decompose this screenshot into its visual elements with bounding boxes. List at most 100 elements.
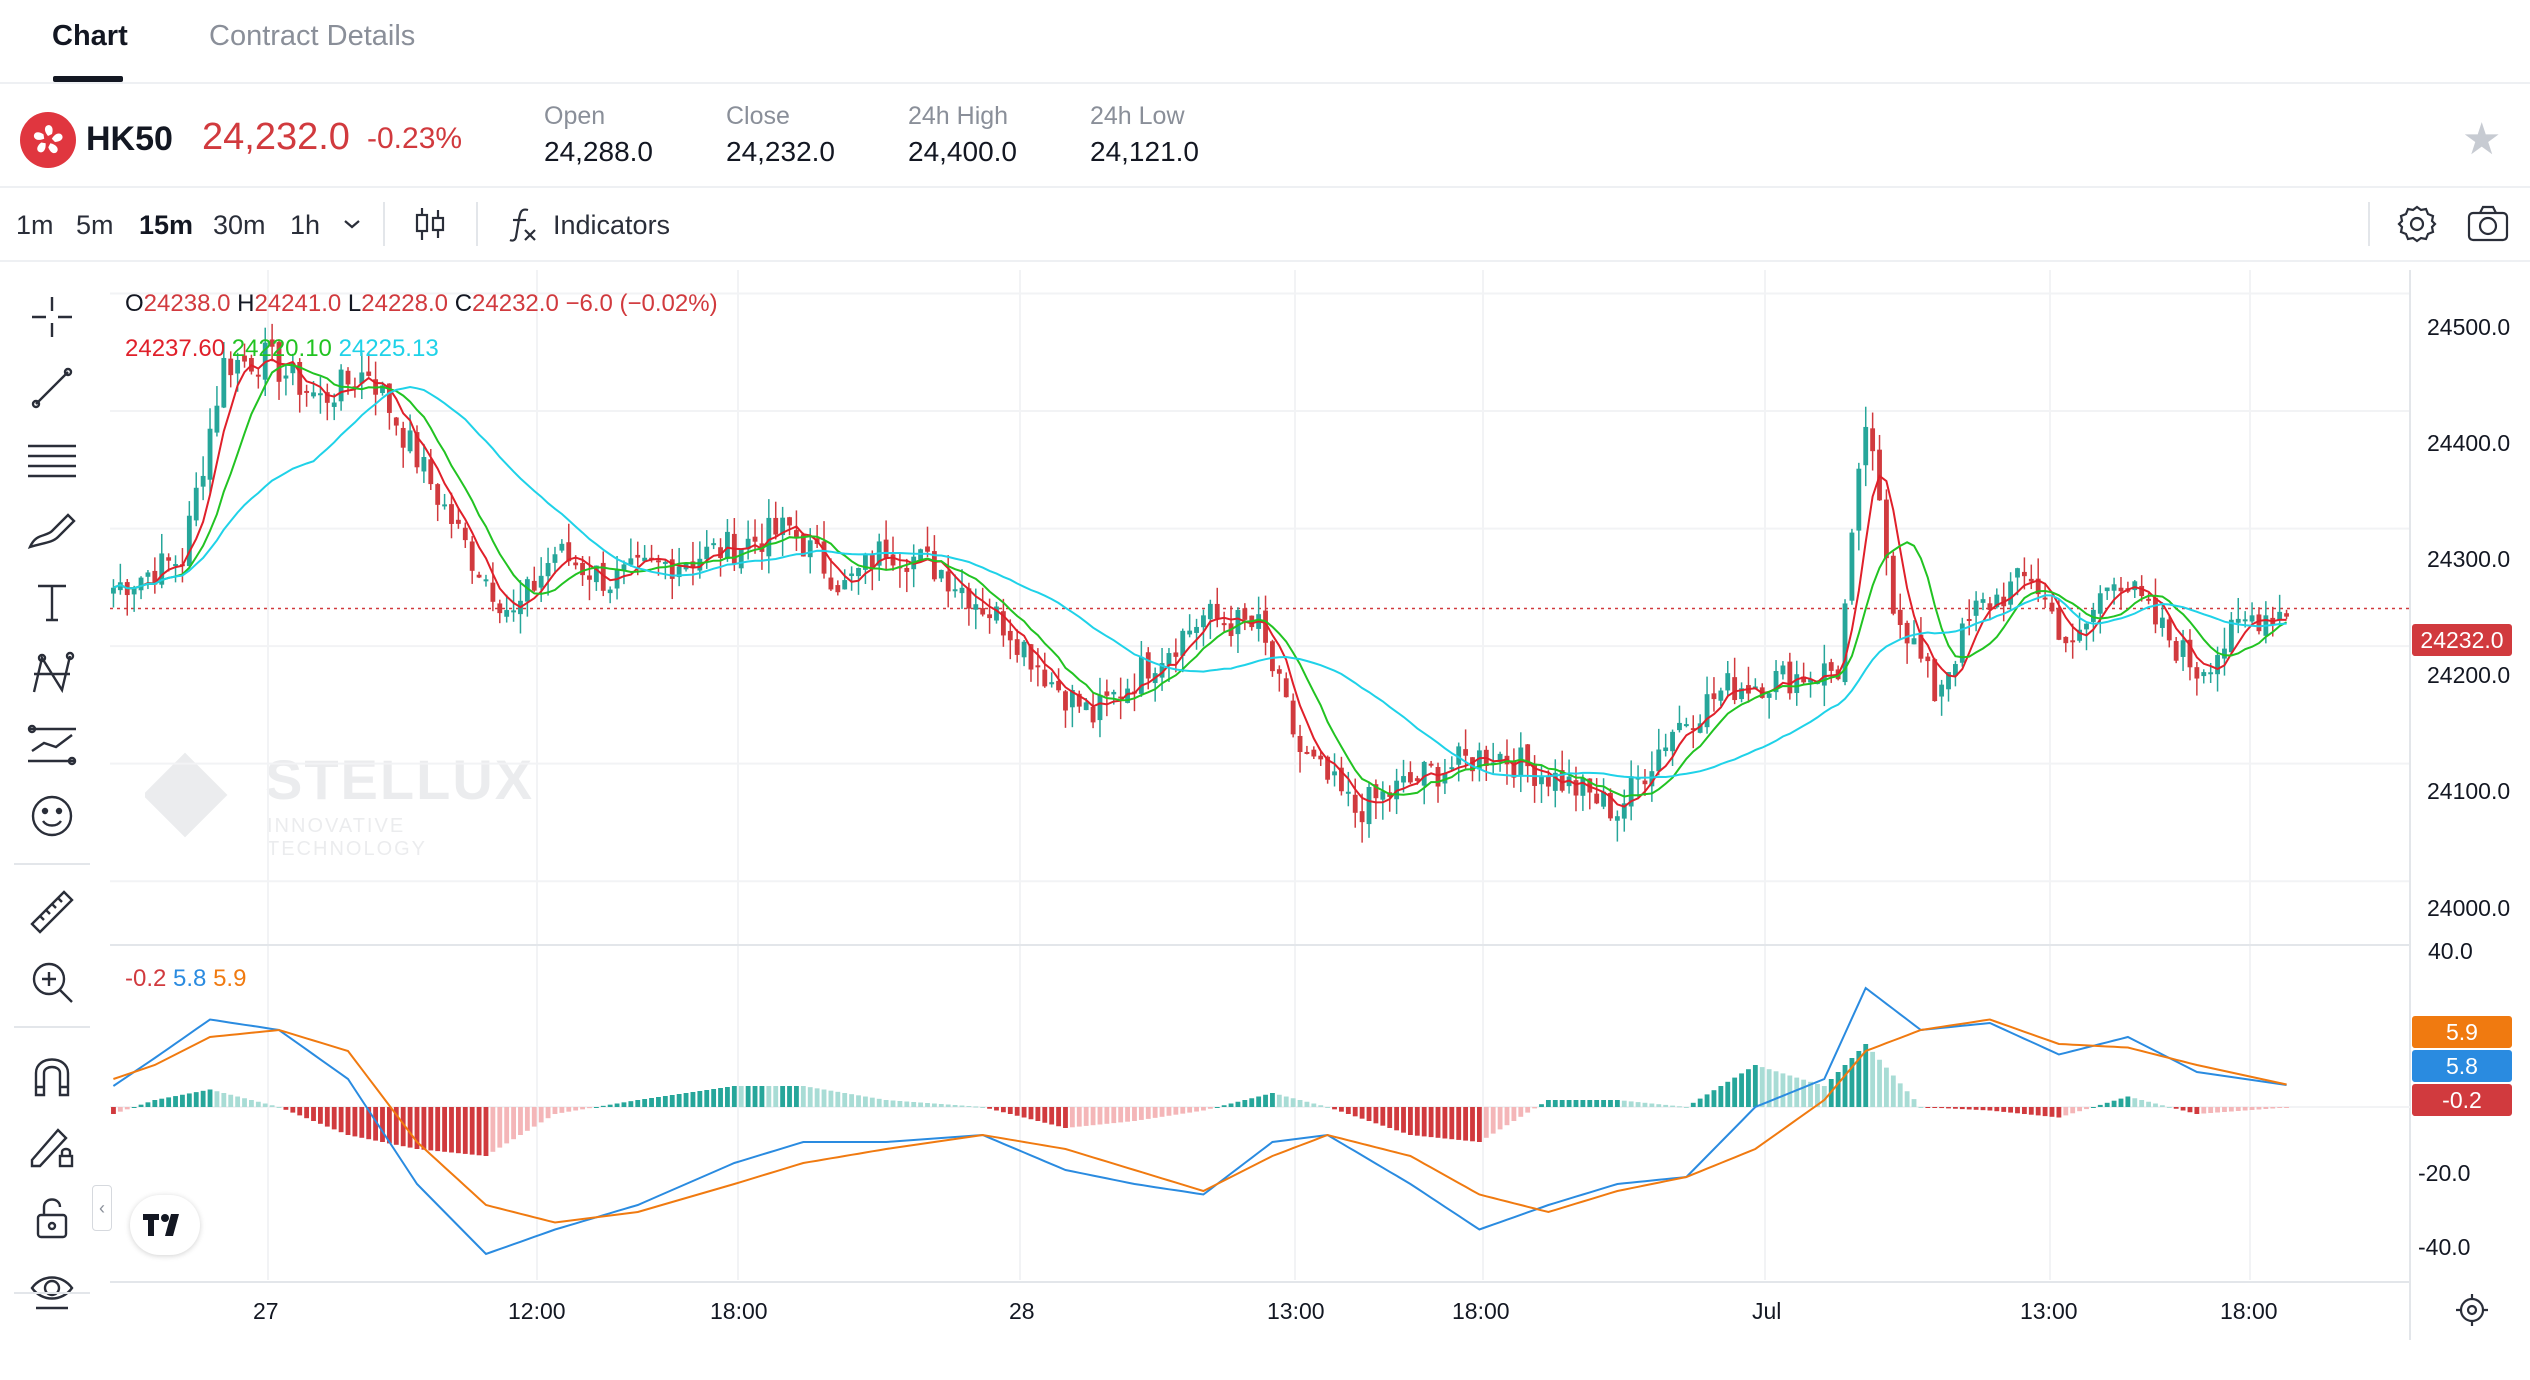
indicators-button[interactable]: Indicators xyxy=(553,210,671,240)
timeframe-30m[interactable]: 30m xyxy=(213,210,266,240)
candle-body xyxy=(669,559,675,579)
timeframe-15m[interactable]: 15m xyxy=(139,210,194,240)
macd-histogram-bar xyxy=(1304,1101,1310,1107)
macd-histogram-bar xyxy=(1221,1105,1227,1107)
macd-histogram-bar xyxy=(883,1100,889,1107)
macd-histogram-bar xyxy=(483,1107,489,1156)
candle-body xyxy=(800,534,806,557)
candle-body xyxy=(524,579,530,602)
crosshair-icon[interactable] xyxy=(22,287,82,347)
candle-body xyxy=(1918,634,1924,659)
chevron-down-icon[interactable] xyxy=(340,212,364,241)
macd-histogram-bar xyxy=(1683,1107,1689,1108)
macd-histogram-bar xyxy=(1511,1107,1517,1121)
macd-histogram-bar xyxy=(980,1107,986,1108)
macd-histogram-bar xyxy=(842,1093,848,1107)
horizontal-lines-icon[interactable] xyxy=(22,430,82,490)
candle-body xyxy=(931,551,937,580)
candle-body xyxy=(283,375,289,379)
candle-body xyxy=(1387,792,1393,797)
magnet-icon[interactable] xyxy=(22,1045,82,1105)
macd-histogram-bar xyxy=(1056,1107,1061,1127)
candle-body xyxy=(545,563,551,577)
macd-histogram-bar xyxy=(1083,1107,1089,1126)
tab-contract-details[interactable]: Contract Details xyxy=(209,20,416,52)
macd-histogram-bar xyxy=(1442,1107,1448,1139)
candle-body xyxy=(1787,661,1793,694)
pencil-lock-icon[interactable] xyxy=(22,1116,82,1176)
ruler-icon[interactable] xyxy=(22,882,82,942)
timeframe-1m[interactable]: 1m xyxy=(16,210,54,240)
macd-histogram-bar xyxy=(2187,1107,2193,1113)
macd-histogram-bar xyxy=(2035,1107,2041,1116)
macd-histogram-bar xyxy=(1677,1106,1682,1108)
candle-body xyxy=(690,561,696,567)
candle-body xyxy=(2042,597,2048,600)
candle-body xyxy=(2222,648,2227,659)
candle-body xyxy=(918,549,924,560)
macd-histogram-bar xyxy=(787,1086,792,1107)
candle-body xyxy=(1380,791,1386,800)
macd-histogram-bar xyxy=(331,1107,337,1130)
candle-body xyxy=(1069,689,1075,708)
macd-histogram-bar xyxy=(1559,1100,1565,1107)
reset-chart-icon[interactable] xyxy=(2454,1292,2490,1333)
candle-body xyxy=(945,571,951,592)
function-icon[interactable] xyxy=(506,204,540,249)
macd-histogram-bar xyxy=(1235,1101,1241,1107)
macd-histogram-bar xyxy=(1973,1107,1979,1110)
candle-body xyxy=(828,577,834,590)
candle-body xyxy=(973,604,979,610)
candle-body xyxy=(1221,623,1227,626)
favorite-star-icon[interactable]: ★ xyxy=(2462,115,2502,164)
collapse-toolbar-handle[interactable]: ‹ xyxy=(92,1185,112,1231)
candlestick-icon[interactable] xyxy=(412,204,448,249)
macd-histogram-bar xyxy=(428,1107,434,1151)
macd-histogram-bar xyxy=(1449,1107,1455,1140)
macd-histogram-bar xyxy=(607,1104,613,1107)
macd-histogram-bar xyxy=(994,1107,999,1111)
macd-histogram-bar xyxy=(1539,1104,1544,1107)
eye-icon[interactable] xyxy=(22,1258,82,1318)
candle-body xyxy=(1456,746,1462,765)
time-axis-label: 28 xyxy=(1009,1298,1035,1324)
candle-body xyxy=(1573,780,1579,796)
timeframe-5m[interactable]: 5m xyxy=(76,210,114,240)
camera-icon[interactable] xyxy=(2466,204,2510,249)
macd-histogram-bar xyxy=(566,1107,572,1112)
timeframe-1h[interactable]: 1h xyxy=(290,210,321,240)
macd-histogram-bar xyxy=(2118,1098,2124,1107)
macd-histogram-bar xyxy=(1297,1100,1303,1107)
macd-histogram-bar xyxy=(773,1086,779,1107)
candle-body xyxy=(1166,653,1172,666)
candle-body xyxy=(1007,630,1013,641)
macd-histogram-bar xyxy=(2146,1101,2151,1107)
forecast-icon[interactable] xyxy=(22,715,82,775)
candle-body xyxy=(214,405,220,433)
macd-histogram-bar xyxy=(642,1099,648,1107)
candle-body xyxy=(1635,777,1641,780)
candle-body xyxy=(1925,656,1931,662)
candle-body xyxy=(711,543,717,546)
candle-body xyxy=(255,374,261,377)
text-icon[interactable] xyxy=(22,572,82,632)
brush-icon[interactable] xyxy=(22,501,82,561)
settings-icon[interactable] xyxy=(2396,203,2438,250)
candle-body xyxy=(1980,599,1986,603)
unlock-icon[interactable] xyxy=(22,1187,82,1247)
candle-body xyxy=(766,517,772,557)
macd-histogram-bar xyxy=(2097,1104,2103,1107)
macd-histogram-bar xyxy=(1628,1101,1634,1107)
tradingview-logo[interactable] xyxy=(130,1195,200,1255)
tab-chart[interactable]: Chart xyxy=(52,20,128,52)
macd-histogram-bar xyxy=(1552,1100,1558,1107)
candle-body xyxy=(1021,641,1027,658)
macd-histogram-bar xyxy=(407,1107,413,1148)
emoji-icon[interactable] xyxy=(22,786,82,846)
pattern-icon[interactable] xyxy=(22,644,82,704)
macd-histogram-bar xyxy=(1842,1065,1848,1107)
zoom-in-icon[interactable] xyxy=(22,952,82,1012)
macd-histogram-bar xyxy=(1090,1107,1096,1126)
trend-line-icon[interactable] xyxy=(22,358,82,418)
candle-body xyxy=(1097,694,1103,721)
